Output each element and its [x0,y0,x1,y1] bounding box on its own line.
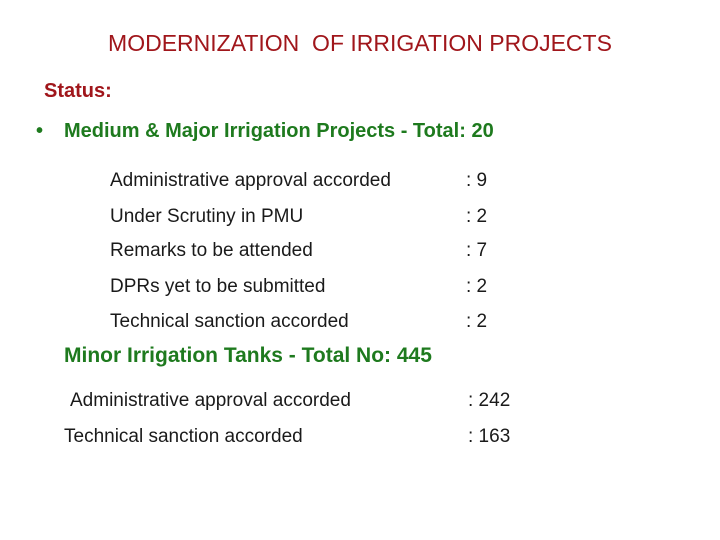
minor-item-value: : 242 [468,390,511,411]
bullet-icon: • [36,120,44,142]
page-title: MODERNIZATION OF IRRIGATION PROJECTS [108,30,612,56]
minor-item-label: Technical sanction accorded [64,426,303,447]
major-item-value: : 2 [466,276,488,297]
major-item-label: Remarks to be attended [110,240,313,261]
major-item-value: : 2 [466,206,488,227]
minor-item-label: Administrative approval accorded [70,390,351,411]
major-item-label: DPRs yet to be submitted [110,276,326,297]
major-item-label: Administrative approval accorded [110,170,391,191]
major-item-value: : 2 [466,311,488,332]
major-projects-heading: Medium & Major Irrigation Projects - Tot… [64,120,494,142]
major-projects-heading-row: • Medium & Major Irrigation Projects - To… [36,120,494,143]
major-item-value: : 7 [466,240,488,261]
major-item-label: Under Scrutiny in PMU [110,206,304,227]
minor-tanks-heading: Minor Irrigation Tanks - Total No: 445 [64,344,432,367]
minor-item-value: : 163 [468,426,511,447]
major-item-value: : 9 [466,170,488,191]
major-item-label: Technical sanction accorded [110,311,349,332]
status-label: Status: [44,80,112,102]
